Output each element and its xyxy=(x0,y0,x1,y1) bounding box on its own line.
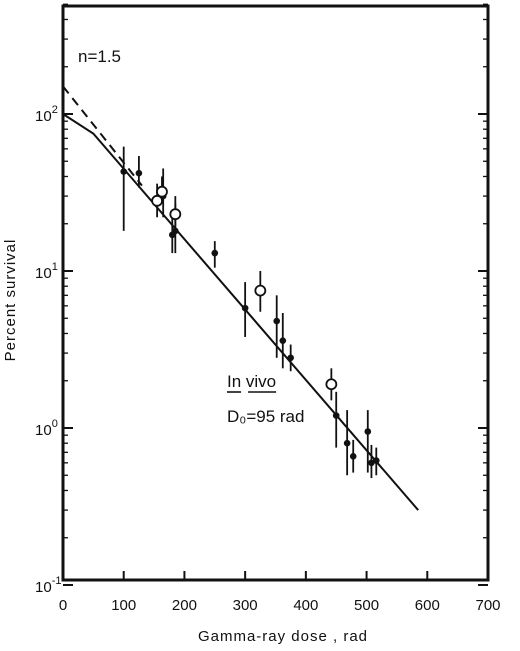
filled-marker xyxy=(273,317,281,325)
open-marker xyxy=(156,185,168,198)
filled-data-point xyxy=(211,241,219,268)
y-axis-ticks: 102 101 100 10-1 xyxy=(35,104,488,596)
filled-marker xyxy=(349,453,357,460)
y-tick-label: 10-1 xyxy=(35,575,61,596)
filled-marker xyxy=(120,168,128,175)
y-tick-label: 102 xyxy=(35,104,58,125)
filled-marker xyxy=(364,428,372,435)
y-tick-label: 101 xyxy=(35,261,58,282)
n-annotation: n=1.5 xyxy=(78,47,121,66)
filled-data-point xyxy=(287,344,294,372)
x-tick-label: 300 xyxy=(233,597,258,614)
filled-data-point xyxy=(120,146,128,231)
x-axis-title: Gamma-ray dose , rad xyxy=(198,628,368,645)
in-vivo-annotation: In vivo xyxy=(227,372,276,391)
d0-annotation: D₀=95 rad xyxy=(227,407,304,426)
filled-marker xyxy=(343,439,351,447)
open-data-point xyxy=(254,271,267,312)
filled-marker xyxy=(287,354,294,362)
open-data-point xyxy=(156,176,168,204)
filled-data-point xyxy=(349,439,357,473)
fit-line xyxy=(62,113,419,511)
open-data-point xyxy=(325,368,338,401)
filled-data-point xyxy=(332,391,340,448)
x-tick-label: 400 xyxy=(293,597,318,614)
x-tick-label: 100 xyxy=(111,597,136,614)
x-tick-label: 0 xyxy=(59,597,67,614)
x-tick-label: 600 xyxy=(415,597,440,614)
filled-marker xyxy=(135,169,143,177)
filled-marker xyxy=(332,412,340,419)
x-tick-label: 500 xyxy=(354,597,379,614)
filled-data-point xyxy=(372,447,380,476)
filled-marker xyxy=(279,337,287,344)
filled-data-point xyxy=(279,313,287,369)
y-axis-title: Percent survival xyxy=(2,239,19,362)
open-marker xyxy=(254,284,267,297)
x-axis-ticks: 0 100 200 300 400 500 600 700 xyxy=(59,571,501,614)
filled-data-point xyxy=(343,410,351,476)
filled-marker xyxy=(211,249,219,257)
filled-data-point xyxy=(273,295,281,358)
filled-marker xyxy=(372,457,380,464)
filled-data-point xyxy=(135,156,143,188)
open-marker xyxy=(169,208,182,221)
extrapolation-line xyxy=(62,85,143,187)
x-tick-label: 200 xyxy=(172,597,197,614)
open-marker xyxy=(325,378,338,391)
x-tick-label: 700 xyxy=(475,597,500,614)
y-minor-ticks xyxy=(63,3,488,539)
fit-lines xyxy=(62,85,419,511)
plot-frame xyxy=(61,4,490,582)
filled-data-point xyxy=(241,282,249,337)
y-tick-label: 100 xyxy=(35,418,58,439)
data-points xyxy=(120,146,380,479)
open-data-point xyxy=(169,196,182,231)
filled-data-point xyxy=(364,410,372,473)
filled-marker xyxy=(241,304,249,312)
